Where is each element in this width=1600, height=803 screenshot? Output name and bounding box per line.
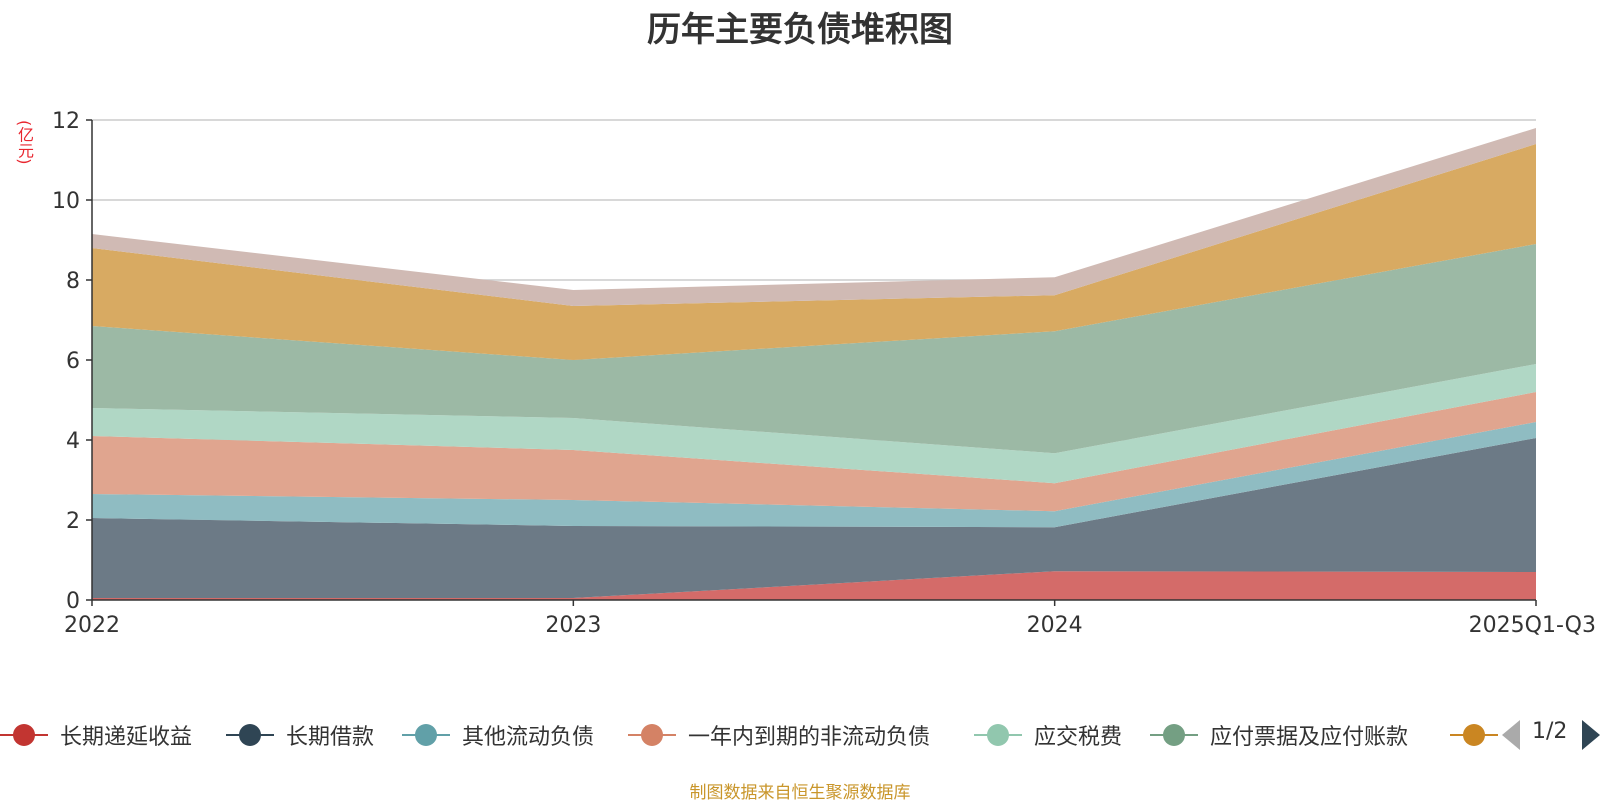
legend-marker-icon [628, 715, 676, 755]
y-axis-unit-label: (亿元) [15, 120, 34, 165]
legend-item[interactable] [1450, 715, 1510, 755]
legend-next-page-icon[interactable] [1582, 720, 1600, 750]
legend-marker-icon [1150, 715, 1198, 755]
y-tick-label: 10 [52, 189, 80, 214]
x-tick-label: 2022 [64, 613, 120, 638]
x-tick-label: 2025Q1-Q3 [1469, 613, 1596, 638]
chart-title: 历年主要负债堆积图 [647, 10, 953, 50]
area-series-3[interactable] [92, 422, 1536, 528]
area-series-6[interactable] [92, 244, 1536, 454]
legend-label: 应付票据及应付账款 [1210, 725, 1409, 750]
area-series-7[interactable] [92, 144, 1536, 360]
y-tick-label: 12 [52, 109, 80, 134]
legend-item[interactable]: 长期借款 [226, 715, 374, 755]
x-tick-label: 2023 [545, 613, 601, 638]
legend-marker-icon [1450, 715, 1498, 755]
legend-item[interactable]: 其他流动负债 [402, 715, 594, 755]
source-note: 制图数据来自恒生聚源数据库 [689, 783, 911, 803]
y-tick-label: 8 [66, 269, 80, 294]
y-tick-label: 6 [66, 349, 80, 374]
legend-label: 长期借款 [286, 725, 375, 750]
legend-marker-icon [974, 715, 1022, 755]
legend-marker-icon [402, 715, 450, 755]
area-series-layer [92, 128, 1536, 600]
x-tick-label: 2024 [1027, 613, 1083, 638]
legend-marker-icon [0, 715, 48, 755]
legend-marker-icon [226, 715, 274, 755]
legend-page-indicator: 1/2 [1532, 719, 1568, 744]
y-tick-label: 2 [66, 509, 80, 534]
area-series-4[interactable] [92, 392, 1536, 512]
chart-plot: 0 2 4 6 8 10 12 2022 2023 2024 2025Q1-Q3 [52, 109, 1596, 638]
legend-label: 一年内到期的非流动负债 [688, 725, 931, 750]
legend-item[interactable]: 应付票据及应付账款 [1150, 715, 1408, 755]
legend: 长期递延收益 长期借款 其他流动负债 一年内到期的非流动负债 应交税费 应付票据及应付账款… [0, 715, 1600, 755]
area-series-2[interactable] [92, 438, 1536, 598]
legend-prev-page-icon[interactable] [1502, 720, 1520, 750]
area-series-5[interactable] [92, 364, 1536, 484]
legend-label: 应交税费 [1034, 725, 1123, 750]
axes: 0 2 4 6 8 10 12 2022 2023 2024 2025Q1-Q3 [52, 109, 1596, 638]
legend-item[interactable]: 长期递延收益 [0, 715, 192, 755]
legend-label: 长期递延收益 [60, 725, 193, 750]
legend-label: 其他流动负债 [462, 725, 595, 750]
y-tick-label: 0 [66, 589, 80, 614]
legend-item[interactable]: 一年内到期的非流动负债 [628, 715, 930, 755]
legend-item[interactable]: 应交税费 [974, 715, 1122, 755]
y-tick-label: 4 [66, 429, 80, 454]
area-series-1[interactable] [92, 571, 1536, 600]
